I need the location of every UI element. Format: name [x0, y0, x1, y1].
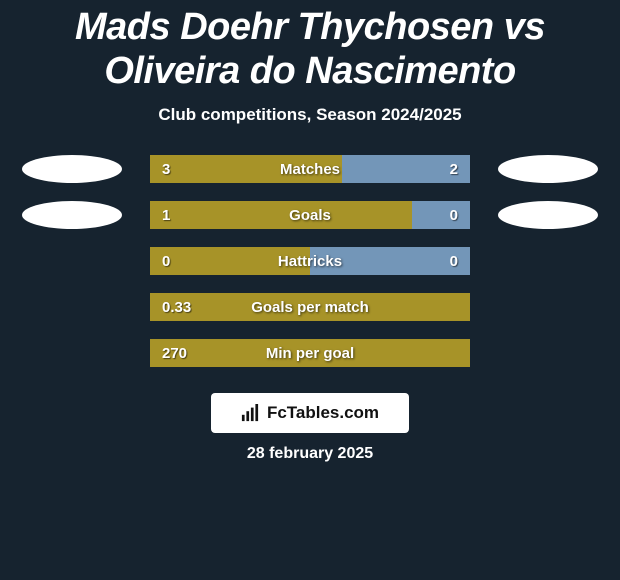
stat-row: 0.33Goals per match: [0, 293, 620, 321]
bar-segment-left: [150, 155, 342, 183]
stat-bar: 32Matches: [150, 155, 470, 183]
left-value: 270: [162, 339, 187, 367]
bar-segment-left: [150, 247, 310, 275]
stat-row: 10Goals: [0, 201, 620, 229]
stats-rows: 32Matches10Goals00Hattricks0.33Goals per…: [0, 155, 620, 367]
left-marker: [22, 155, 122, 183]
left-value: 0: [162, 247, 170, 275]
bar-segment-left: [150, 293, 470, 321]
right-marker: [498, 201, 598, 229]
chart-icon: [241, 404, 259, 422]
right-value: 2: [450, 155, 458, 183]
left-value: 1: [162, 201, 170, 229]
comparison-infographic: Mads Doehr Thychosen vs Oliveira do Nasc…: [0, 0, 620, 580]
bar-segment-left: [150, 339, 470, 367]
stat-row: 00Hattricks: [0, 247, 620, 275]
date-footer: 28 february 2025: [0, 445, 620, 463]
left-marker: [22, 201, 122, 229]
stat-bar: 00Hattricks: [150, 247, 470, 275]
source-badge: FcTables.com: [211, 393, 409, 433]
right-marker: [498, 155, 598, 183]
stat-bar: 270Min per goal: [150, 339, 470, 367]
left-value: 0.33: [162, 293, 191, 321]
stat-row: 270Min per goal: [0, 339, 620, 367]
bar-segment-left: [150, 201, 412, 229]
bar-segment-right: [412, 201, 470, 229]
bar-segment-right: [310, 247, 470, 275]
stat-row: 32Matches: [0, 155, 620, 183]
stat-bar: 0.33Goals per match: [150, 293, 470, 321]
stat-bar: 10Goals: [150, 201, 470, 229]
source-badge-text: FcTables.com: [267, 403, 379, 423]
right-value: 0: [450, 201, 458, 229]
right-value: 0: [450, 247, 458, 275]
left-value: 3: [162, 155, 170, 183]
subtitle: Club competitions, Season 2024/2025: [0, 105, 620, 125]
page-title: Mads Doehr Thychosen vs Oliveira do Nasc…: [0, 0, 620, 93]
